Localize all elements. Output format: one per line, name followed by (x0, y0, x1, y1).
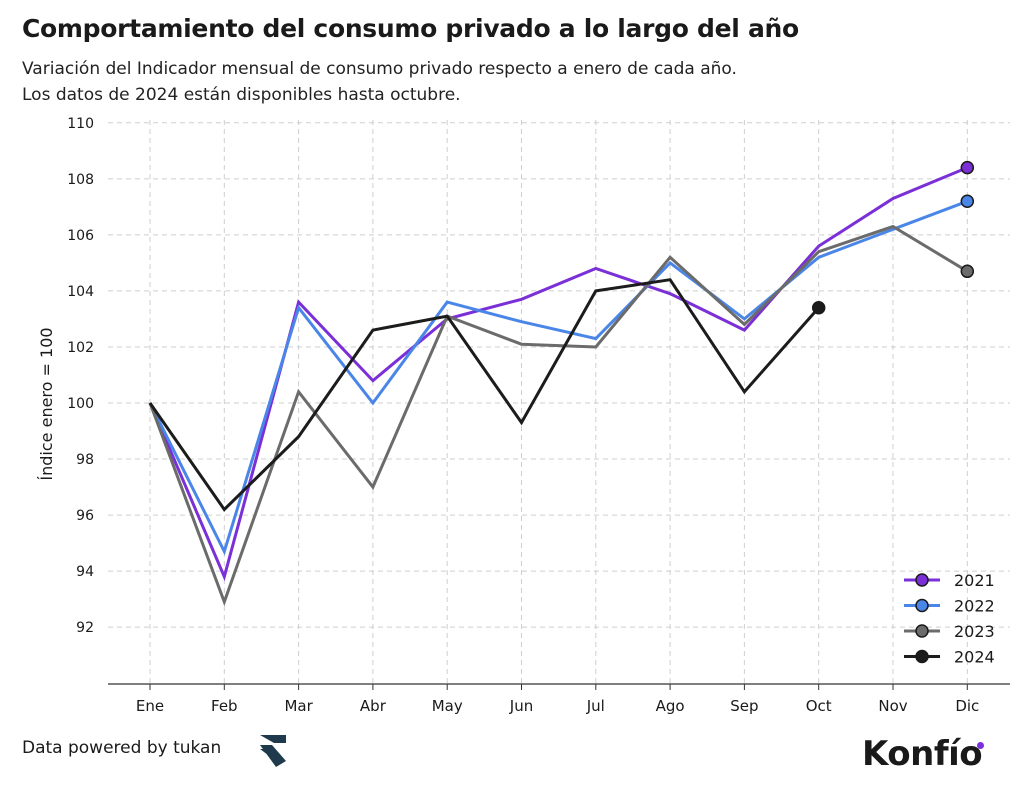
y-tick-label: 108 (67, 172, 94, 188)
legend-marker-2023 (915, 624, 929, 638)
tukan-logo-icon (260, 735, 286, 767)
legend-marker-2024 (915, 649, 929, 664)
subtitle-line-1: Variación del Indicador mensual de consu… (22, 59, 737, 79)
legend-marker-2021 (915, 573, 929, 587)
x-tick-label: Mar (284, 697, 313, 715)
x-tick-labels: Ene Feb Mar Abr May Jun Jul Ago Sep Oct Nov Dic (136, 697, 979, 715)
grid-lines (108, 120, 1010, 684)
y-tick-label: 96 (76, 508, 94, 524)
y-tick-label: 100 (67, 396, 94, 412)
y-axis-label: Índice enero = 100 (37, 327, 56, 480)
x-tick-label: Feb (211, 697, 238, 715)
x-tick-label: Dic (955, 697, 979, 715)
series-end-marker-2024 (811, 300, 826, 315)
brand-logo-dot-icon (977, 742, 984, 749)
y-tick-label: 102 (67, 340, 94, 356)
series-line-2023 (148, 224, 969, 607)
x-tick-label: Nov (878, 697, 907, 715)
axes (108, 683, 1010, 690)
series-end-marker-2022 (960, 194, 975, 209)
subtitle-line-2: Los datos de 2024 están disponibles hast… (22, 85, 461, 105)
series-line-2024 (148, 278, 820, 512)
legend: 2021 2022 2023 2024 (904, 571, 995, 667)
x-tick-label: Sep (730, 697, 758, 715)
legend-label-2022: 2022 (954, 597, 995, 616)
series-end-marker-2021 (960, 160, 975, 175)
y-tick-label: 94 (76, 564, 94, 580)
legend-label-2024: 2024 (954, 648, 995, 667)
series-line-2022 (148, 199, 968, 556)
chart-title: Comportamiento del consumo privado a lo … (22, 14, 799, 43)
x-tick-label: May (432, 697, 463, 715)
x-tick-label: Ene (136, 697, 164, 715)
legend-label-2021: 2021 (954, 571, 995, 590)
source-note: Data powered by tukan (22, 738, 222, 758)
legend-label-2023: 2023 (954, 622, 995, 641)
legend-marker-2022 (915, 598, 929, 613)
x-tick-label: Abr (360, 697, 387, 715)
chart-subtitle: Variación del Indicador mensual de consu… (22, 56, 737, 108)
x-tick-label: Oct (806, 697, 832, 715)
y-tick-label: 110 (67, 116, 94, 132)
series-lines (148, 160, 975, 607)
y-tick-label: 106 (67, 228, 94, 244)
x-tick-label: Ago (656, 697, 685, 715)
x-tick-label: Jul (586, 697, 605, 715)
y-tick-label: 92 (76, 620, 94, 636)
y-tick-label: 98 (76, 452, 94, 468)
series-end-marker-2023 (960, 264, 975, 279)
x-tick-label: Jun (509, 697, 533, 715)
y-tick-label: 104 (67, 284, 94, 300)
y-tick-labels: 92 94 96 98 100 102 104 106 108 110 (67, 116, 94, 636)
brand-logo: Konfío (862, 734, 983, 774)
